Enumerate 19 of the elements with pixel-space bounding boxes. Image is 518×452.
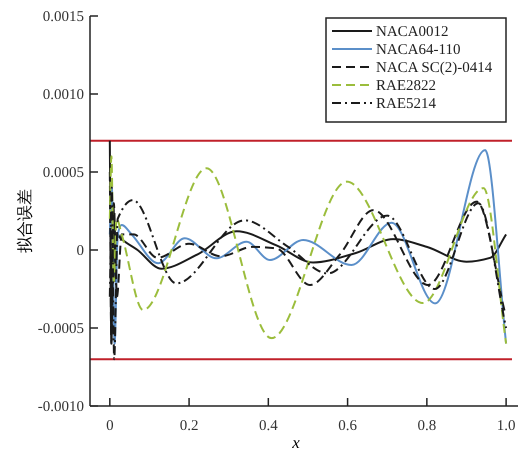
x-tick-label: 0.2 <box>180 418 198 434</box>
y-tick-label: -0.0010 <box>38 399 84 415</box>
legend-label: NACA SC(2)-0414 <box>376 60 493 76</box>
y-tick-label: -0.0005 <box>38 321 84 337</box>
y-tick-label: 0.0010 <box>42 87 84 103</box>
y-tick-label: 0 <box>76 243 84 259</box>
legend-label: RAE5214 <box>376 96 436 112</box>
legend-label: RAE2822 <box>376 78 436 94</box>
x-axis-title: x <box>291 433 300 452</box>
legend-label: NACA64-110 <box>376 42 460 58</box>
y-axis-title: 拟合误差 <box>16 189 34 253</box>
x-tick-label: 1.0 <box>496 418 516 434</box>
y-tick-label: 0.0015 <box>42 9 84 25</box>
x-tick-label: 0.8 <box>417 418 436 434</box>
legend-label: NACA0012 <box>376 24 449 40</box>
x-tick-label: 0.4 <box>258 418 278 434</box>
y-tick-label: 0.0005 <box>42 165 84 181</box>
x-tick-label: 0.6 <box>338 418 358 434</box>
x-tick-label: 0 <box>106 418 114 434</box>
